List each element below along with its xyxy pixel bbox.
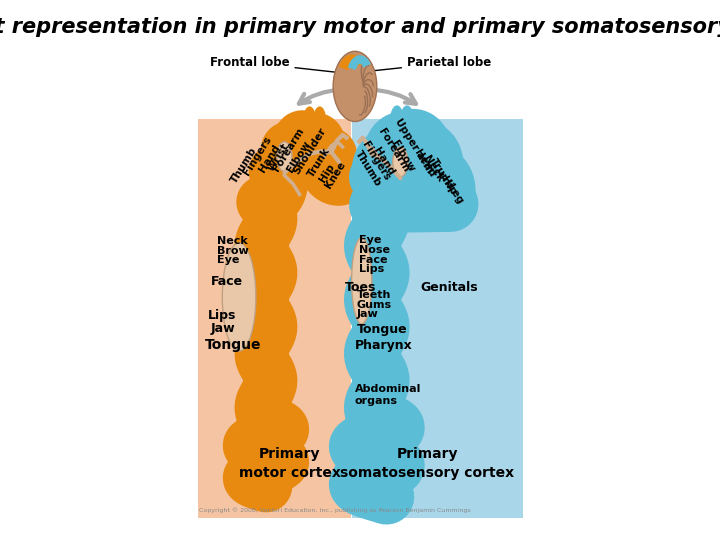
Text: Body part representation in primary motor and primary somatosensory cortices: Body part representation in primary moto…: [0, 17, 720, 37]
Text: Hip: Hip: [438, 175, 458, 197]
Text: Abdominal
organs: Abdominal organs: [355, 384, 421, 407]
Text: Parietal lobe: Parietal lobe: [371, 56, 491, 71]
Ellipse shape: [277, 141, 292, 172]
Text: Face: Face: [210, 275, 243, 288]
Text: Pharynx: Pharynx: [355, 339, 413, 352]
Circle shape: [303, 106, 316, 134]
Text: Nose: Nose: [359, 245, 390, 255]
Text: Jaw: Jaw: [356, 309, 379, 319]
Ellipse shape: [222, 243, 256, 351]
Text: Fingers: Fingers: [360, 140, 392, 183]
Text: Lips: Lips: [359, 264, 384, 274]
Circle shape: [293, 118, 306, 146]
Text: Knee: Knee: [323, 160, 348, 190]
Text: Toes: Toes: [345, 281, 377, 294]
Text: Hand: Hand: [257, 143, 282, 174]
Text: Tongue: Tongue: [204, 338, 261, 352]
Circle shape: [370, 136, 384, 166]
Text: Forearm: Forearm: [271, 126, 306, 173]
Text: Neck: Neck: [217, 237, 248, 246]
Circle shape: [283, 137, 296, 165]
Text: Genitals: Genitals: [420, 281, 478, 294]
Circle shape: [410, 117, 424, 147]
Circle shape: [390, 105, 404, 136]
Text: Neck: Neck: [421, 153, 445, 184]
Text: Trunk: Trunk: [306, 146, 332, 179]
Circle shape: [333, 137, 346, 165]
Text: Elbow: Elbow: [285, 139, 312, 174]
Text: Shoulder: Shoulder: [292, 126, 328, 176]
Text: Forearm: Forearm: [377, 127, 411, 174]
Ellipse shape: [351, 238, 372, 324]
Text: Face: Face: [359, 255, 388, 265]
Text: Leg: Leg: [445, 183, 464, 206]
Text: Tongue: Tongue: [356, 323, 408, 336]
Circle shape: [420, 136, 434, 166]
Text: Teeth: Teeth: [356, 291, 391, 300]
Bar: [351, 119, 523, 518]
Text: Gums: Gums: [356, 300, 392, 309]
Text: Primary
somatosensory cortex: Primary somatosensory cortex: [340, 447, 514, 480]
Text: Head: Head: [412, 148, 437, 179]
Text: Thumb: Thumb: [354, 148, 383, 188]
Bar: [198, 119, 351, 518]
Text: Hip: Hip: [318, 161, 337, 184]
Text: Eye: Eye: [359, 235, 382, 245]
Circle shape: [380, 117, 394, 147]
Ellipse shape: [333, 51, 377, 122]
Text: Fingers: Fingers: [242, 134, 274, 177]
Text: Lips: Lips: [208, 309, 237, 322]
Text: Jaw: Jaw: [210, 322, 235, 335]
Text: Upper arm: Upper arm: [393, 117, 435, 176]
Text: Frontal lobe: Frontal lobe: [210, 56, 339, 72]
Text: Hand: Hand: [372, 146, 397, 177]
Text: Trunk: Trunk: [428, 157, 454, 190]
Text: Eye: Eye: [217, 255, 240, 265]
Text: Thumb: Thumb: [229, 145, 259, 185]
Text: Brow: Brow: [217, 246, 249, 255]
Text: Copyright © 2008, Vantori Education, Inc., publishing as Pearson Benjamin Cummin: Copyright © 2008, Vantori Education, Inc…: [199, 508, 470, 513]
Text: Primary
motor cortex: Primary motor cortex: [238, 447, 341, 480]
Ellipse shape: [392, 147, 408, 177]
Circle shape: [323, 118, 336, 146]
Circle shape: [313, 106, 326, 134]
Text: Elbow: Elbow: [390, 139, 417, 174]
Circle shape: [400, 105, 414, 136]
Text: Wrist: Wrist: [266, 141, 291, 173]
